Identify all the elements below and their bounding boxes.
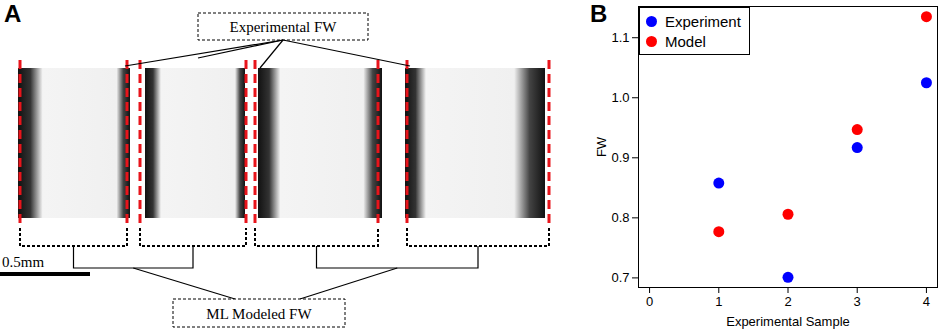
svg-text:1.0: 1.0 xyxy=(611,90,629,105)
svg-text:1: 1 xyxy=(715,294,722,309)
svg-text:ML Modeled FW: ML Modeled FW xyxy=(206,306,312,322)
svg-text:0.8: 0.8 xyxy=(611,210,629,225)
svg-text:4: 4 xyxy=(923,294,930,309)
svg-text:Experimental FW: Experimental FW xyxy=(229,19,337,35)
svg-text:FW: FW xyxy=(594,136,609,157)
svg-text:Experimental Sample: Experimental Sample xyxy=(726,314,850,329)
svg-text:A: A xyxy=(4,0,21,27)
html-text:Model: Model xyxy=(665,32,706,50)
svg-text:0.9: 0.9 xyxy=(611,150,629,165)
html-text:B: B xyxy=(590,0,608,27)
html-text:Experiment: Experiment xyxy=(665,12,741,30)
svg-text:2: 2 xyxy=(784,294,791,309)
svg-text:0.5mm: 0.5mm xyxy=(2,254,44,270)
svg-text:3: 3 xyxy=(854,294,861,309)
svg-text:0.7: 0.7 xyxy=(611,270,629,285)
svg-text:0: 0 xyxy=(646,294,653,309)
svg-text:1.1: 1.1 xyxy=(611,30,629,45)
